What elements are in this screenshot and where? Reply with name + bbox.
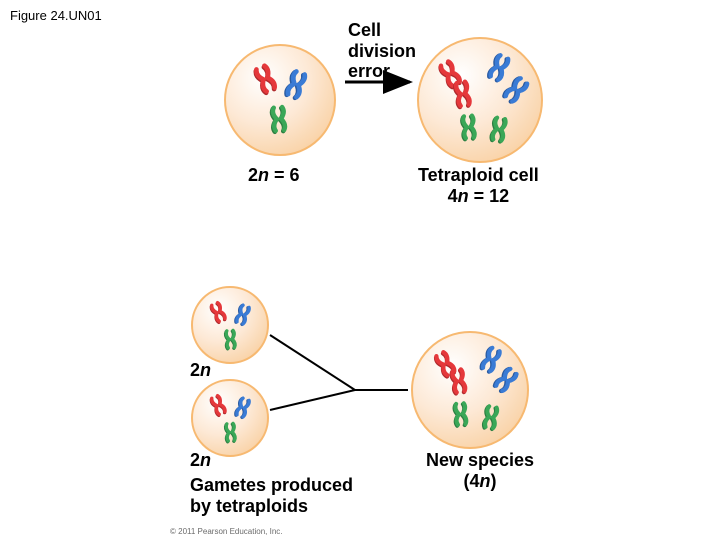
diagram-stage: [0, 0, 720, 540]
fusion-lines: [270, 335, 408, 410]
tetraploid-cell: [418, 38, 542, 162]
new-species-cell: [412, 332, 528, 448]
gamete-lower-cell: [192, 380, 268, 456]
gamete-upper-cell: [192, 287, 268, 363]
diploid-cell: [225, 45, 335, 155]
